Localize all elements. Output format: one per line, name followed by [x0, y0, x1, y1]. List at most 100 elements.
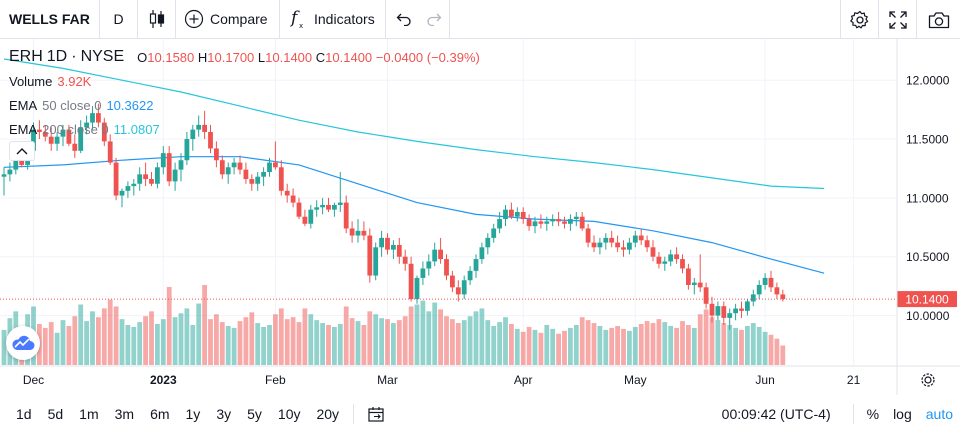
candle-body	[538, 221, 544, 224]
candle	[550, 214, 556, 227]
candle	[644, 235, 650, 253]
candle-body	[491, 228, 497, 238]
candle	[739, 301, 744, 318]
volume-bar	[745, 325, 750, 365]
range-button-6m[interactable]: 6m	[150, 406, 170, 422]
candle-body	[237, 162, 243, 170]
legend-ticker: ERH	[9, 48, 43, 65]
ema50-params: 50 close 0	[42, 97, 102, 113]
candle	[249, 174, 255, 191]
snapshot-button[interactable]	[916, 0, 960, 39]
candle-body	[184, 139, 190, 161]
volume-bar	[60, 320, 66, 365]
auto-scale-toggle[interactable]: auto	[925, 406, 953, 422]
svg-text:x: x	[299, 22, 303, 30]
range-button-1m[interactable]: 1m	[79, 406, 99, 422]
range-button-1y[interactable]: 1y	[185, 406, 201, 422]
price-chart[interactable]: 10.1400 12.0000 11.5000 11.0000 10.5000 10.0…	[0, 39, 960, 395]
plus-circle-icon	[184, 9, 204, 29]
ema200-series	[3, 58, 825, 190]
candle-body	[520, 212, 526, 220]
indicators-button[interactable]: f x Indicators	[280, 0, 386, 39]
y-tick-label: 10.0000	[906, 309, 950, 323]
legend-main-row: ERH 1D · NYSE O10.1580 H10.1700 L10.1400 C1…	[9, 45, 480, 69]
volume-bar	[172, 317, 178, 365]
volume-bar	[379, 318, 384, 365]
bottom-bar: 1d 5d 1m 3m 6m 1y 3y 5y 10y 20y 00:09:42 (UTC-4) …	[0, 395, 960, 433]
candle-body	[568, 219, 573, 224]
legend-interval: 1D	[46, 48, 68, 65]
candle-body	[509, 209, 514, 217]
volume-bar	[137, 322, 143, 365]
legend-collapse-button[interactable]	[9, 141, 35, 161]
volume-bar	[178, 313, 184, 365]
candle-body	[343, 202, 349, 229]
volume-bar	[514, 328, 520, 365]
candle-body	[550, 219, 556, 222]
symbol-search[interactable]: WELLS FAR	[0, 0, 100, 39]
volume-bar	[42, 327, 48, 365]
range-button-5d[interactable]: 5d	[47, 406, 64, 422]
volume-bar	[750, 323, 756, 365]
candle	[774, 282, 780, 300]
volume-bar	[355, 321, 361, 365]
legend-volume-row[interactable]: Volume 3.92K	[9, 69, 480, 93]
tradingview-logo[interactable]	[6, 326, 40, 360]
candle-body	[432, 249, 438, 262]
fullscreen-button[interactable]	[878, 0, 916, 39]
volume-bar	[278, 308, 284, 365]
axis-settings-icon[interactable]	[921, 373, 935, 387]
volume-bar	[149, 311, 154, 365]
candle-body	[609, 237, 615, 243]
volume-bar	[627, 330, 632, 365]
log-scale-toggle[interactable]: log	[893, 406, 912, 422]
volume-bar	[691, 327, 697, 365]
legend-ema200-row[interactable]: EMA 200 close 0 11.0807	[9, 117, 480, 141]
candle-body	[143, 174, 148, 180]
candle	[503, 204, 508, 227]
candle-body	[149, 179, 154, 184]
range-button-10y[interactable]: 10y	[277, 406, 301, 422]
candle-body	[137, 174, 143, 184]
legend-ema50-row[interactable]: EMA 50 close 0 10.3622	[9, 93, 480, 117]
chart-type-button[interactable]	[138, 0, 176, 39]
candle-body	[255, 176, 261, 184]
candle	[54, 131, 60, 151]
volume-bar	[668, 325, 674, 365]
settings-button[interactable]	[840, 0, 878, 39]
candle-body	[349, 228, 355, 236]
percent-scale-toggle[interactable]: %	[866, 406, 880, 422]
volume-bar	[509, 324, 514, 365]
range-button-3m[interactable]: 3m	[114, 406, 135, 422]
date-range-button[interactable]	[360, 395, 394, 433]
range-button-20y[interactable]: 20y	[316, 406, 340, 422]
volume-bar	[450, 319, 455, 365]
range-button-1d[interactable]: 1d	[16, 406, 32, 422]
candle-body	[739, 308, 744, 311]
candle	[621, 240, 626, 257]
fullscreen-icon	[888, 10, 907, 29]
candle	[408, 256, 414, 302]
candle-body	[733, 308, 738, 314]
compare-button[interactable]: Compare	[176, 0, 280, 39]
volume-bar	[119, 319, 125, 365]
candle-body	[774, 287, 780, 295]
range-separator	[353, 404, 355, 424]
volume-bar	[632, 326, 638, 365]
clock-timezone[interactable]: 00:09:42 (UTC-4)	[721, 406, 831, 422]
undo-icon[interactable]	[396, 12, 412, 26]
volume-bar	[160, 319, 166, 365]
axis-gear-teeth	[921, 373, 935, 387]
range-button-3y[interactable]: 3y	[216, 406, 232, 422]
candle	[715, 301, 721, 321]
redo-icon[interactable]	[426, 12, 442, 26]
candle	[332, 202, 337, 217]
candle-body	[337, 202, 343, 205]
interval-button[interactable]: D	[100, 0, 138, 39]
candle-body	[367, 235, 373, 276]
volume-bar	[756, 326, 762, 365]
candle	[107, 134, 113, 165]
candle	[137, 167, 143, 191]
range-button-5y[interactable]: 5y	[247, 406, 262, 422]
candle	[497, 212, 502, 234]
